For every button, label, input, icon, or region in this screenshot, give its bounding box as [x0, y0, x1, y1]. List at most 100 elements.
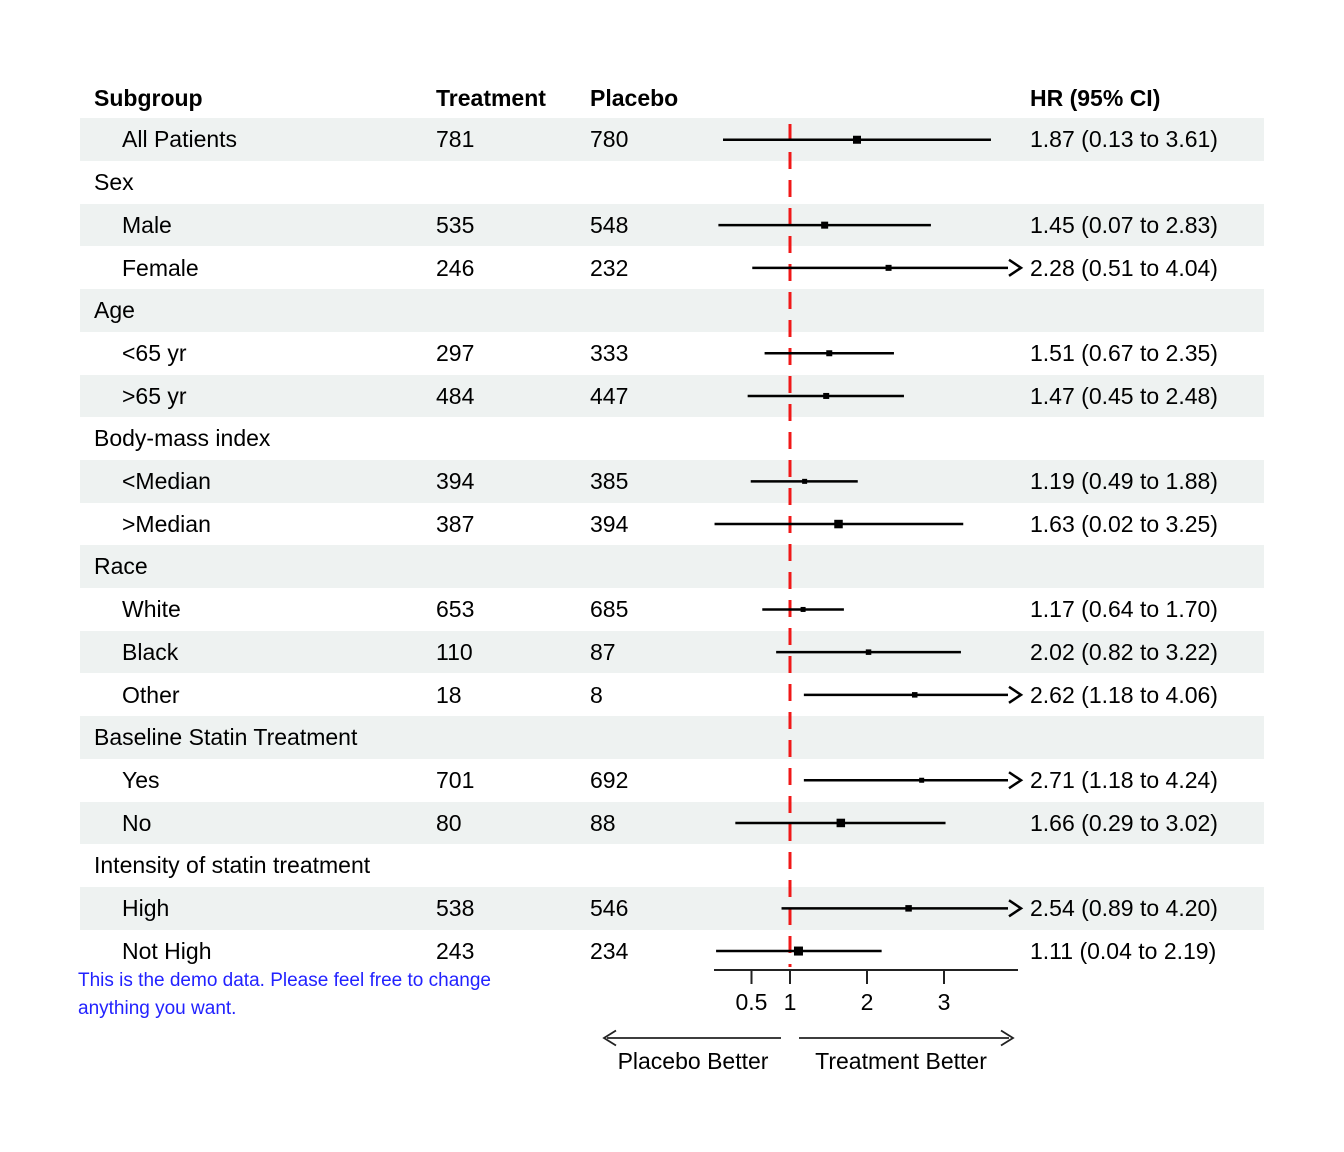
hr-ci-value: 1.47 (0.45 to 2.48)	[1030, 382, 1218, 409]
placebo-count: 692	[590, 766, 629, 793]
hr-ci-value: 2.54 (0.89 to 4.20)	[1030, 895, 1218, 921]
point-estimate-marker	[905, 905, 912, 912]
hr-ci-value: 1.51 (0.67 to 2.35)	[1030, 339, 1218, 366]
subgroup-label: Black	[122, 638, 179, 665]
table-row: Race	[80, 545, 1264, 589]
placebo-count: 8	[590, 681, 603, 708]
treatment-count: 246	[436, 254, 475, 281]
subgroup-label: <Median	[122, 468, 211, 494]
x-axis-tick-label: 0.5	[736, 989, 768, 1015]
table-row: Yes 701 692 2.71 (1.18 to 4.24)	[80, 759, 1264, 802]
table-row: White 653 685 1.17 (0.64 to 1.70)	[80, 588, 1264, 631]
point-estimate-marker	[885, 264, 892, 271]
subgroup-label: High	[122, 895, 170, 921]
placebo-count: 88	[590, 809, 616, 836]
hr-ci-value: 2.28 (0.51 to 4.04)	[1030, 254, 1218, 281]
subgroup-label: Age	[94, 297, 135, 324]
table-row: Baseline Statin Treatment	[80, 716, 1264, 759]
treatment-count: 653	[436, 596, 475, 623]
column-header-hr-ci: HR (95% CI)	[1030, 85, 1161, 111]
axis-label-placebo-better: Placebo Better	[617, 1048, 769, 1074]
subgroup-label: Other	[122, 681, 180, 708]
subgroup-label: Race	[94, 553, 148, 580]
table-row: Male 535 548 1.45 (0.07 to 2.83)	[80, 203, 1264, 247]
table-row: <Median 394 385 1.19 (0.49 to 1.88)	[80, 460, 1264, 503]
point-estimate-marker	[911, 692, 918, 698]
point-estimate-marker	[834, 519, 843, 529]
table-row: Not High 243 234 1.11 (0.04 to 2.19)	[80, 930, 1264, 973]
placebo-count: 385	[590, 468, 629, 494]
placebo-count: 548	[590, 211, 629, 238]
subgroup-label: <65 yr	[122, 339, 187, 366]
hr-ci-value: 1.66 (0.29 to 3.02)	[1030, 809, 1218, 836]
placebo-count: 447	[590, 382, 629, 409]
point-estimate-marker	[865, 649, 872, 655]
placebo-count: 780	[590, 126, 629, 153]
treatment-count: 243	[436, 937, 475, 964]
x-axis-tick-label: 3	[938, 989, 951, 1015]
footnote: This is the demo data. Please feel free …	[78, 970, 491, 1019]
ci-clip-arrow-icon	[1008, 771, 1024, 790]
placebo-count: 546	[590, 895, 629, 921]
treatment-count: 781	[436, 126, 475, 153]
table-row: >65 yr 484 447 1.47 (0.45 to 2.48)	[80, 374, 1264, 418]
point-estimate-marker	[919, 777, 925, 783]
x-axis-tick-label: 2	[861, 989, 874, 1015]
right-arrowhead-icon	[1000, 1029, 1015, 1047]
point-estimate-marker	[823, 392, 830, 399]
subgroup-label: Sex	[94, 169, 134, 196]
point-estimate-marker	[802, 478, 808, 484]
column-header-subgroup: Subgroup	[94, 85, 203, 111]
table-row: Sex	[80, 161, 1264, 204]
axis-label-treatment-better: Treatment Better	[815, 1048, 987, 1074]
subgroup-label: Yes	[122, 766, 160, 793]
hr-ci-value: 1.17 (0.64 to 1.70)	[1030, 596, 1218, 623]
point-estimate-marker	[821, 221, 829, 229]
point-estimate-marker	[793, 946, 803, 956]
table-row: <65 yr 297 333 1.51 (0.67 to 2.35)	[80, 332, 1264, 375]
treatment-count: 535	[436, 211, 475, 238]
hr-ci-value: 1.19 (0.49 to 1.88)	[1030, 468, 1218, 494]
table-row: All Patients 781 780 1.87 (0.13 to 3.61)	[80, 118, 1264, 162]
column-header-placebo: Placebo	[590, 85, 679, 111]
placebo-count: 333	[590, 339, 629, 366]
table-row: Body-mass index	[80, 417, 1264, 460]
hr-ci-value: 2.71 (1.18 to 4.24)	[1030, 766, 1218, 793]
subgroup-label: All Patients	[122, 126, 238, 153]
subgroup-label: Intensity of statin treatment	[94, 852, 371, 879]
column-header-treatment: Treatment	[436, 85, 546, 111]
subgroup-label: Baseline Statin Treatment	[94, 724, 358, 751]
subgroup-label: Female	[122, 254, 199, 281]
point-estimate-marker	[826, 350, 833, 357]
table-row: No 80 88 1.66 (0.29 to 3.02)	[80, 801, 1264, 845]
point-estimate-marker	[800, 606, 806, 612]
subgroup-label: White	[122, 596, 181, 623]
x-axis-tick-label: 1	[784, 989, 797, 1015]
hr-ci-value: 1.11 (0.04 to 2.19)	[1030, 937, 1217, 964]
placebo-count: 232	[590, 254, 629, 281]
table-row: >Median 387 394 1.63 (0.02 to 3.25)	[80, 503, 1264, 546]
subgroup-label: >65 yr	[122, 382, 187, 409]
point-estimate-marker	[852, 135, 861, 144]
table-row: Female 246 232 2.28 (0.51 to 4.04)	[80, 247, 1264, 290]
treatment-count: 701	[436, 766, 475, 793]
hr-ci-value: 2.02 (0.82 to 3.22)	[1030, 638, 1218, 665]
left-arrowhead-icon	[602, 1029, 617, 1047]
placebo-count: 234	[590, 937, 629, 964]
hr-ci-value: 1.45 (0.07 to 2.83)	[1030, 211, 1218, 238]
hr-ci-value: 1.87 (0.13 to 3.61)	[1030, 126, 1218, 153]
placebo-count: 685	[590, 596, 629, 623]
ci-clip-arrow-icon	[1008, 258, 1024, 277]
ci-clip-arrow-icon	[1008, 899, 1024, 918]
subgroup-label: Male	[122, 211, 172, 238]
table-row: Age	[80, 289, 1264, 332]
table-row: Other 18 8 2.62 (1.18 to 4.06)	[80, 674, 1264, 717]
treatment-count: 297	[436, 339, 475, 366]
table-row: Intensity of statin treatment	[80, 844, 1264, 887]
treatment-count: 538	[436, 895, 475, 921]
treatment-count: 80	[436, 809, 462, 836]
placebo-count: 394	[590, 510, 629, 537]
treatment-count: 484	[436, 382, 475, 409]
